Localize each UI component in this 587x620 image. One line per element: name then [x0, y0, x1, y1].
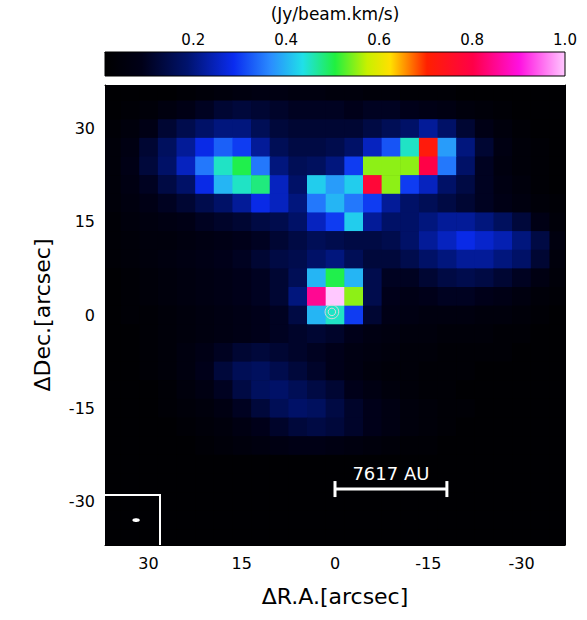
svg-text:ΔDec.[arcsec]: ΔDec.[arcsec] — [30, 238, 55, 391]
svg-text:15: 15 — [232, 554, 252, 573]
svg-text:0.8: 0.8 — [460, 31, 484, 49]
svg-text:0.6: 0.6 — [367, 31, 391, 49]
svg-text:1.0: 1.0 — [553, 31, 577, 49]
svg-text:30: 30 — [138, 554, 158, 573]
svg-text:-15: -15 — [69, 399, 95, 418]
svg-text:0.2: 0.2 — [181, 31, 205, 49]
svg-text:30: 30 — [75, 119, 95, 138]
svg-text:0: 0 — [330, 554, 340, 573]
svg-text:0.4: 0.4 — [274, 31, 298, 49]
svg-text:7617 AU: 7617 AU — [352, 463, 429, 484]
svg-text:(Jy/beam.km/s): (Jy/beam.km/s) — [271, 4, 400, 24]
svg-text:-30: -30 — [69, 492, 95, 511]
svg-text:15: 15 — [75, 212, 95, 231]
svg-text:-15: -15 — [415, 554, 441, 573]
svg-text:0: 0 — [85, 306, 95, 325]
svg-text:-30: -30 — [508, 554, 534, 573]
svg-text:ΔR.A.[arcsec]: ΔR.A.[arcsec] — [262, 584, 409, 609]
